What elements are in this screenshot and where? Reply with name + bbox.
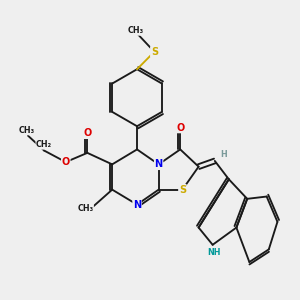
Text: H: H [220, 150, 226, 159]
Text: NH: NH [207, 248, 221, 257]
Text: CH₂: CH₂ [36, 140, 52, 149]
Text: O: O [83, 128, 92, 138]
Text: CH₃: CH₃ [18, 126, 34, 135]
Text: CH₃: CH₃ [77, 204, 93, 213]
Text: S: S [179, 184, 186, 195]
Text: O: O [61, 157, 70, 167]
Text: O: O [176, 123, 184, 133]
Text: S: S [151, 47, 158, 57]
Text: CH₃: CH₃ [128, 26, 144, 35]
Text: N: N [154, 159, 163, 170]
Text: N: N [133, 200, 141, 210]
